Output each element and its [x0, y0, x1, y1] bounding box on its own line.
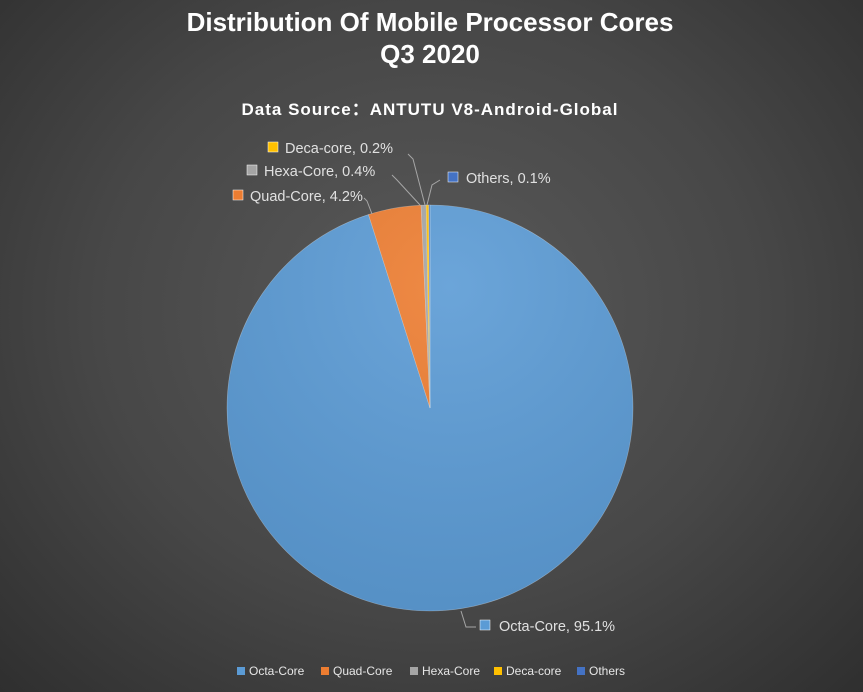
data-label-marker-deca-core: [267, 141, 279, 153]
leader-lines: [363, 153, 476, 628]
leader-line-quad-core: [363, 197, 373, 215]
data-labels: Octa-Core, 95.1% Quad-Core, 4.2% Hexa-Core…: [232, 141, 615, 635]
chart-title-line-2: Q3 2020: [380, 39, 480, 69]
data-label-marker-octa-core: [479, 619, 491, 631]
legend-swatch-others: [577, 667, 585, 675]
legend-label-hexa-core: Hexa-Core: [422, 664, 480, 678]
legend-label-deca-core: Deca-core: [506, 664, 562, 678]
pie-slices: [226, 204, 634, 612]
legend-item-others: Others: [577, 664, 625, 678]
legend: Octa-Core Quad-Core Hexa-Core Deca-core Othe…: [237, 664, 625, 678]
legend-swatch-deca-core: [494, 667, 502, 675]
legend-item-deca-core: Deca-core: [494, 664, 562, 678]
legend-swatch-octa-core: [237, 667, 245, 675]
legend-item-octa-core: Octa-Core: [237, 664, 305, 678]
data-label-quad-core: Quad-Core, 4.2%: [250, 189, 363, 205]
data-label-marker-others: [447, 171, 459, 183]
legend-label-octa-core: Octa-Core: [249, 664, 305, 678]
data-label-hexa-core: Hexa-Core, 0.4%: [264, 164, 375, 180]
legend-item-hexa-core: Hexa-Core: [410, 664, 480, 678]
chart-title-line-1: Distribution Of Mobile Processor Cores: [187, 7, 674, 37]
leader-line-octa-core: [460, 610, 476, 628]
leader-line-hexa-core: [391, 174, 421, 206]
leader-line-others: [426, 179, 441, 206]
legend-label-quad-core: Quad-Core: [333, 664, 393, 678]
data-label-octa-core: Octa-Core, 95.1%: [499, 619, 615, 635]
data-label-marker-hexa-core: [246, 164, 258, 176]
chart-subtitle: Data Source：ANTUTU V8-Android-Global: [242, 100, 619, 119]
legend-swatch-quad-core: [321, 667, 329, 675]
data-label-deca-core: Deca-core, 0.2%: [285, 141, 393, 157]
legend-item-quad-core: Quad-Core: [321, 664, 393, 678]
data-label-marker-quad-core: [232, 189, 244, 201]
legend-label-others: Others: [589, 664, 625, 678]
data-label-others: Others, 0.1%: [466, 171, 551, 187]
leader-line-deca-core: [407, 153, 426, 206]
legend-swatch-hexa-core: [410, 667, 418, 675]
